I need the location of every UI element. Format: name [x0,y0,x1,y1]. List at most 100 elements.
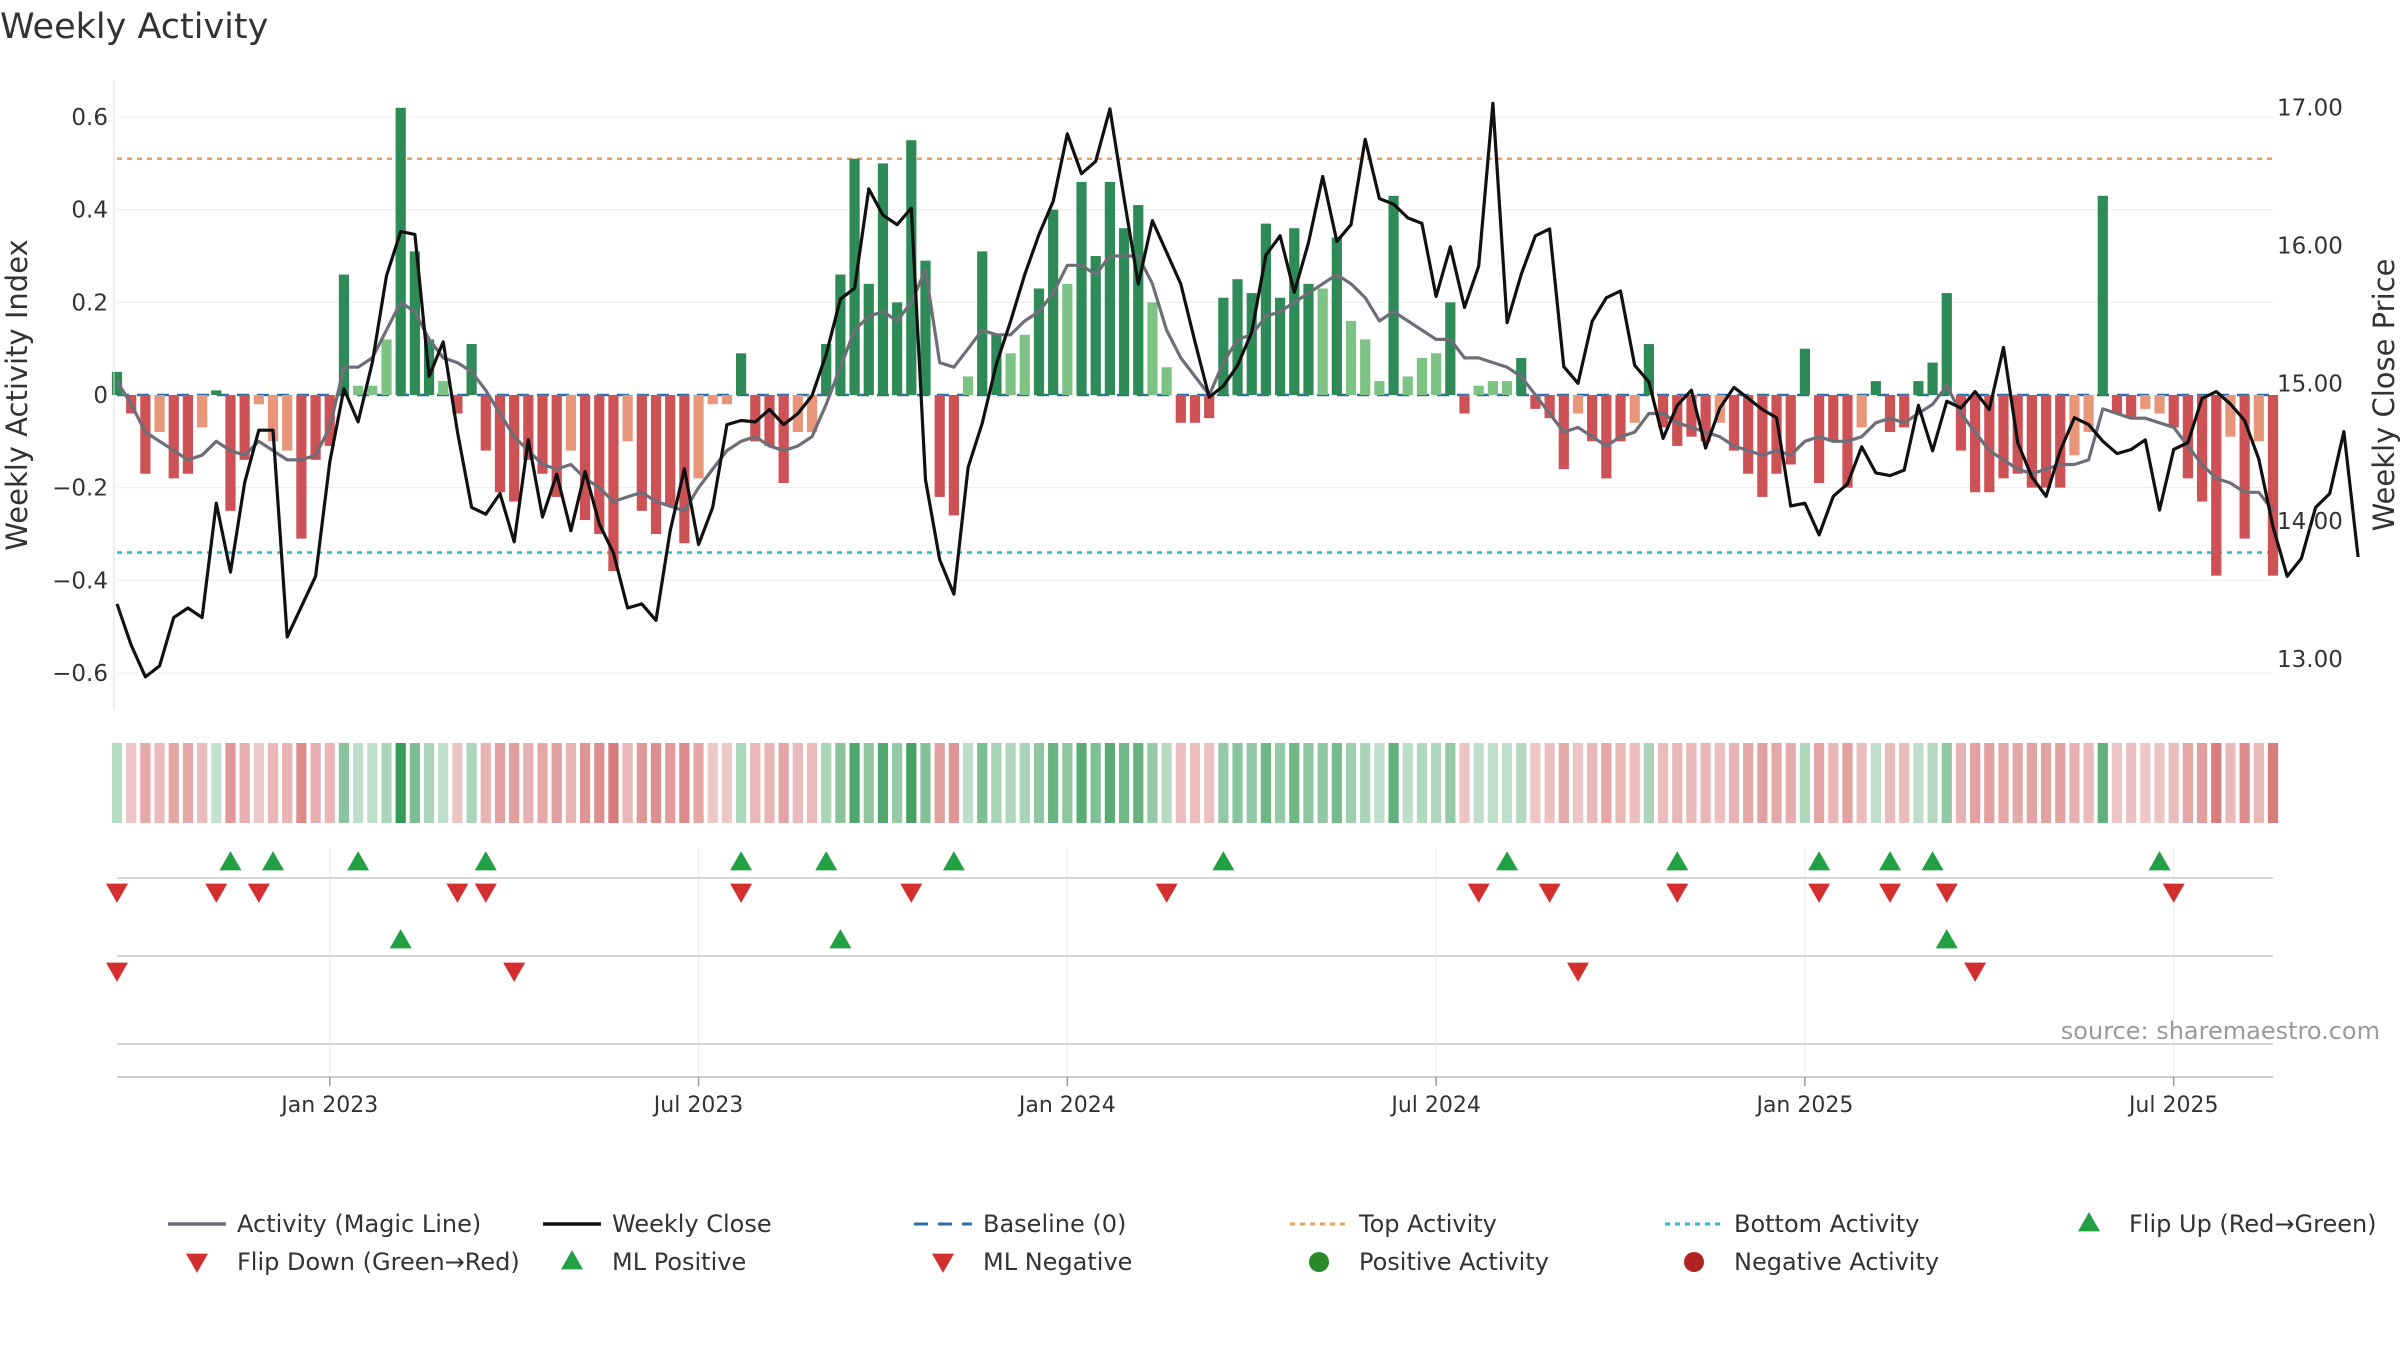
activity-bar [877,163,889,395]
heat-strip-cell [509,743,520,823]
activity-bar [1970,395,1981,493]
heat-strip-cell [211,743,222,823]
activity-bar [1984,395,1995,493]
heat-strip-cell [438,743,449,823]
activity-bar [636,395,647,511]
activity-bar [1459,395,1470,414]
activity-bar [1445,302,1456,395]
heat-strip-cell [523,743,534,823]
heat-strip-cell [1402,743,1413,823]
activity-bar [835,274,846,395]
legend-swatch [186,1253,208,1273]
heat-strip-cell [1643,743,1655,823]
flip-down-marker [106,883,128,903]
heat-strip-cell [835,743,846,823]
x-tick-label: Jul 2025 [2127,1093,2219,1118]
activity-bar [892,302,903,395]
heat-strip-cell [1033,743,1045,823]
heat-strip-cell [1672,743,1683,823]
heat-strip-cell [196,743,208,823]
heat-strip-cell [1941,743,1952,823]
flip-down-marker [2162,883,2185,903]
activity-bar [1274,297,1286,395]
heat-strip-cell [1842,743,1853,823]
heat-strip-cell [2055,743,2066,823]
heat-strip-cell [1189,743,1201,823]
heat-strip-cell [1970,743,1981,823]
flip-up-marker [730,851,753,871]
heat-strip-cell [1473,743,1484,823]
heat-strip-cell [977,743,988,823]
activity-bar [2097,195,2108,395]
heat-strip-cell [1260,743,1272,823]
heat-strip-cell [1799,743,1811,823]
heat-strip-cell [1232,743,1243,823]
ml-positive-marker [829,929,852,949]
activity-bar [2211,395,2222,576]
y-tick-label: −0.6 [52,661,108,687]
activity-bar [1700,395,1711,442]
activity-bar [1572,395,1584,414]
y-tick-label: −0.2 [52,476,108,502]
activity-bar [2196,395,2208,502]
y-tick-label: 0 [93,383,108,409]
heat-strip-cell [2267,743,2279,823]
activity-bar [565,395,577,451]
legend-label: Baseline (0) [983,1210,1126,1238]
heat-strip-cell [1317,743,1328,823]
heat-strip-cell [1771,743,1782,823]
ml-positive-marker [1935,929,1958,949]
flip-up-marker [2148,851,2171,871]
heat-strip-cell [324,743,335,823]
heat-strip-cell [381,743,392,823]
legend-item: Activity (Magic Line) [168,1210,481,1238]
legend-label: Flip Up (Red→Green) [2129,1210,2377,1238]
heat-strip-cell [466,743,477,823]
activity-bar [594,395,605,534]
legend-swatch [1309,1252,1329,1272]
heat-strip-cell [906,743,917,823]
legend-label: Top Activity [1358,1210,1497,1238]
heat-strip-cell [2225,743,2236,823]
legend-label: ML Negative [983,1248,1132,1276]
activity-bar [1899,395,1910,428]
legend-swatch [932,1253,954,1273]
activity-bar [1402,376,1413,395]
activity-bar [140,395,151,474]
activity-bar [466,344,477,395]
heat-strip-cell [2239,743,2250,823]
activity-bar [2182,395,2194,479]
heat-strip-cell [2140,743,2151,823]
activity-bar [480,395,491,451]
heat-strip-cell [1374,743,1385,823]
activity-bar [1473,385,1484,395]
activity-bar [920,260,931,395]
chart-legend: Activity (Magic Line) Weekly Close Baselin… [168,1210,2377,1276]
heat-strip-cell [1360,743,1371,823]
activity-bar [1033,288,1045,395]
heat-strip-cell [622,743,633,823]
heat-strip-cell [1686,743,1697,823]
legend-label: Positive Activity [1359,1248,1549,1276]
heat-strip-cell [168,743,179,823]
heat-strip-cell [2097,743,2108,823]
activity-bar [1232,279,1243,395]
activity-bar [1870,381,1881,395]
x-tick-label: Jan 2024 [1017,1093,1116,1118]
heat-strip-cell [1544,743,1555,823]
activity-bar [1345,320,1357,395]
heat-strip-cell [140,743,151,823]
activity-bar [1955,395,1967,451]
activity-bar [2026,395,2037,488]
activity-bar [1416,357,1428,395]
activity-heat-strip [111,743,2279,823]
flip-up-marker [1666,851,1689,871]
heat-strip-cell [1728,743,1740,823]
heat-strip-cell [1459,743,1470,823]
heat-strip-cell [735,743,747,823]
heat-strip-cell [1601,743,1612,823]
activity-bar [1175,395,1186,423]
x-tick-label: Jan 2025 [1754,1093,1853,1118]
legend-swatch [1684,1252,1704,1272]
flip-down-marker [1666,883,1689,903]
